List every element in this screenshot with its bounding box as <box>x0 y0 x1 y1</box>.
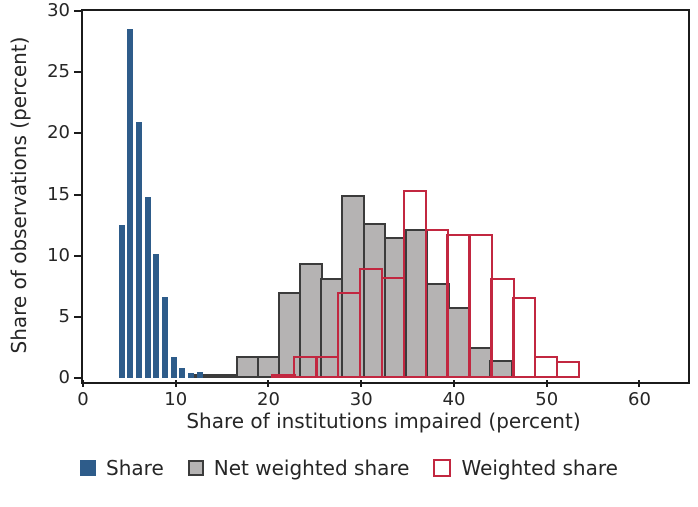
histogram-bar <box>424 228 449 378</box>
y-tick-label: 20 <box>47 122 70 144</box>
histogram-bar <box>119 225 125 378</box>
legend-label-share: Share <box>106 456 164 480</box>
y-tick-mark <box>74 71 81 74</box>
histogram-bar <box>490 277 515 378</box>
y-tick-mark <box>74 377 81 379</box>
legend-item-share: Share <box>80 455 164 481</box>
histogram-bar <box>197 371 203 378</box>
histogram-bar <box>153 254 160 378</box>
plot-area <box>83 11 684 378</box>
x-tick-label: 10 <box>164 389 188 410</box>
legend: Share Net weighted share Weighted share <box>0 455 698 481</box>
share-swatch-icon <box>80 460 97 476</box>
x-tick-label: 30 <box>349 389 373 410</box>
histogram-bar <box>127 29 134 378</box>
x-tick-label: 20 <box>257 389 280 410</box>
y-tick-mark <box>74 315 81 318</box>
y-tick-mark <box>74 10 81 12</box>
x-tick-label: 0 <box>77 389 89 410</box>
histogram-bar <box>380 276 406 378</box>
y-axis-label: Share of observations (percent) <box>7 36 31 354</box>
histogram-bar <box>446 233 471 378</box>
x-tick-mark <box>82 380 84 387</box>
histogram-bar <box>179 368 186 378</box>
histogram-bar <box>336 292 362 378</box>
histogram-bar <box>402 189 427 378</box>
y-tick-label: 10 <box>47 244 70 266</box>
legend-item-net-weighted-share: Net weighted share <box>187 455 410 481</box>
y-tick-label: 25 <box>47 61 70 83</box>
x-tick-mark <box>638 380 641 387</box>
histogram-bar <box>145 196 151 378</box>
y-tick-label: 15 <box>47 183 70 205</box>
x-tick-mark <box>267 380 270 387</box>
y-tick-label: 30 <box>47 0 70 21</box>
y-tick-label: 5 <box>58 305 70 327</box>
x-tick-label: 40 <box>442 389 466 410</box>
x-tick-mark <box>452 380 455 387</box>
histogram-bar <box>533 356 559 378</box>
histogram-bar <box>188 373 194 378</box>
y-tick-mark <box>74 254 81 257</box>
histogram-bar <box>358 267 384 378</box>
x-tick-label: 50 <box>535 389 559 410</box>
x-tick-mark <box>545 380 548 387</box>
histogram-bar <box>512 297 537 378</box>
histogram-bar <box>171 357 177 378</box>
x-tick-label: 60 <box>628 389 651 410</box>
x-tick-mark <box>174 380 177 387</box>
histogram-bar <box>162 297 168 378</box>
legend-item-weighted-share: Weighted share <box>433 455 618 481</box>
weighted-share-swatch-icon <box>433 459 452 477</box>
histogram-bar <box>271 374 296 378</box>
histogram-bar <box>136 122 142 378</box>
legend-label-weighted-share: Weighted share <box>461 456 618 480</box>
x-tick-mark <box>360 380 363 387</box>
y-tick-label: 0 <box>58 367 70 388</box>
net-weighted-share-swatch-icon <box>187 460 204 476</box>
histogram-bar <box>315 356 340 378</box>
y-tick-mark <box>74 193 81 196</box>
histogram-bar <box>468 233 493 378</box>
legend-label-net-weighted-share: Net weighted share <box>213 456 410 480</box>
x-axis-label: Share of institutions impaired (percent) <box>186 409 581 433</box>
histogram-bar <box>555 360 581 378</box>
y-tick-mark <box>74 132 81 135</box>
histogram-bar <box>293 356 318 378</box>
